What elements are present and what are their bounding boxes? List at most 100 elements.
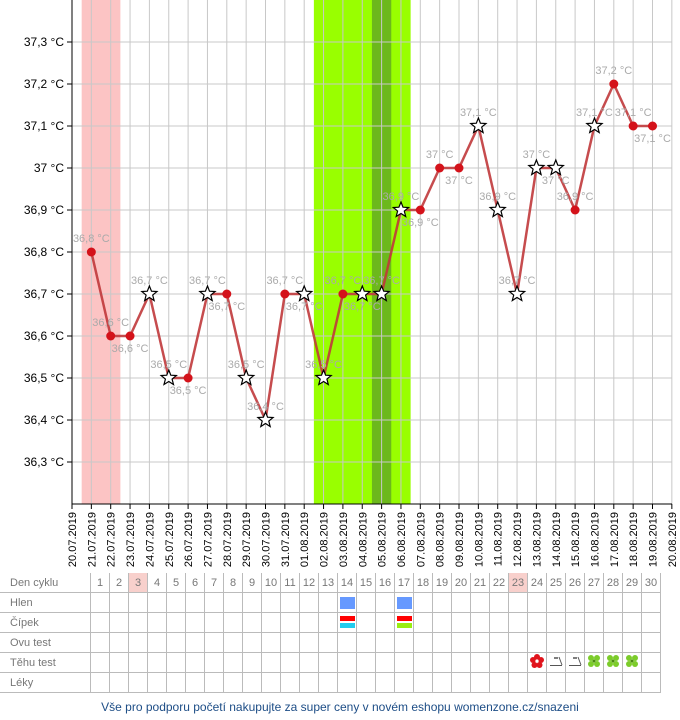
- row-label: Léky: [0, 672, 91, 693]
- x-tick-label: 04.08.2019: [357, 512, 369, 567]
- day-cell: [128, 612, 148, 633]
- x-tick-label: 19.08.2019: [648, 512, 660, 567]
- point-label: 37 °C: [523, 149, 551, 161]
- day-cell: [280, 612, 300, 633]
- red-flower-icon: [530, 654, 544, 671]
- cycle-day-number: 14: [337, 573, 357, 593]
- data-point-dot: [183, 373, 193, 383]
- day-cell: [242, 592, 262, 613]
- day-cell: [318, 612, 338, 633]
- data-point-dot: [86, 247, 96, 257]
- day-cell: [185, 652, 205, 673]
- day-cell: [375, 672, 395, 693]
- y-tick-label: 36,8 °C: [24, 245, 64, 259]
- day-cell: [527, 592, 547, 613]
- day-cell: [413, 592, 433, 613]
- x-tick-label: 03.08.2019: [338, 512, 350, 567]
- day-cell: [451, 632, 471, 653]
- day-cell: [527, 672, 547, 693]
- row-label: Hlen: [0, 592, 91, 613]
- row-label: Ovu test: [0, 632, 91, 653]
- point-label: 37,1 °C: [460, 107, 497, 119]
- day-cell: [546, 672, 566, 693]
- day-cell: [394, 592, 414, 613]
- day-cell: [432, 612, 452, 633]
- x-tick-label: 28.07.2019: [222, 512, 234, 567]
- point-label: 36,7 °C: [286, 301, 323, 313]
- day-cell: [394, 632, 414, 653]
- day-cell: [299, 632, 319, 653]
- y-tick-label: 36,9 °C: [24, 203, 64, 217]
- cycle-day-number: 12: [299, 573, 319, 593]
- day-cell: [603, 632, 623, 653]
- day-cell: [508, 672, 528, 693]
- table-row: Těhu test: [0, 652, 661, 673]
- y-tick-label: 37,2 °C: [24, 77, 64, 91]
- x-tick-label: 12.08.2019: [512, 512, 524, 567]
- dots-icon: [568, 656, 583, 670]
- footer-eshop-link[interactable]: Vše pro podporu početí nakupujte za supe…: [101, 700, 579, 714]
- data-point-dot: [280, 289, 290, 299]
- cycle-day-number: 27: [584, 573, 604, 593]
- day-cell: [489, 652, 509, 673]
- day-cell: [185, 612, 205, 633]
- data-point-star-icon: [585, 116, 604, 134]
- x-tick-label: 08.08.2019: [435, 512, 447, 567]
- mucus-marker: [396, 596, 412, 609]
- day-cell: [527, 612, 547, 633]
- point-label: 36,8 °C: [73, 233, 110, 245]
- x-tick-label: 16.08.2019: [589, 512, 601, 567]
- day-cell: [603, 672, 623, 693]
- cycle-day-number: 18: [413, 573, 433, 593]
- day-cell: [166, 632, 186, 653]
- row-label: Den cyklu: [0, 573, 91, 593]
- day-cell: [413, 612, 433, 633]
- day-cell: [641, 652, 661, 673]
- green-clover-icon: [587, 655, 601, 671]
- day-cell: [90, 652, 110, 673]
- day-cell: [299, 612, 319, 633]
- day-cell: [280, 592, 300, 613]
- point-label: 37,1 °C: [615, 107, 652, 119]
- day-cell: [204, 592, 224, 613]
- point-label: 36,9 °C: [402, 217, 439, 229]
- point-label: 36,9 °C: [479, 191, 516, 203]
- cycle-day-number: 3: [128, 573, 148, 593]
- day-cell: [508, 652, 528, 673]
- point-label: 36,6 °C: [92, 317, 129, 329]
- data-point-star-icon: [372, 284, 391, 302]
- day-cell: [394, 672, 414, 693]
- x-tick-label: 21.07.2019: [86, 512, 98, 567]
- cycle-day-number: 21: [470, 573, 490, 593]
- day-cell: [527, 632, 547, 653]
- point-label: 36,9 °C: [383, 191, 420, 203]
- data-point-star-icon: [140, 284, 159, 302]
- x-tick-label: 30.07.2019: [261, 512, 273, 567]
- day-cell: [223, 672, 243, 693]
- day-cell: [565, 592, 585, 613]
- day-cell: [223, 652, 243, 673]
- point-label: 36,7 °C: [208, 301, 245, 313]
- day-cell: [356, 652, 376, 673]
- day-cell: [261, 652, 281, 673]
- day-cell: [90, 592, 110, 613]
- day-cell: [622, 612, 642, 633]
- day-cell: [641, 672, 661, 693]
- day-cell: [451, 612, 471, 633]
- point-label: 36,7 °C: [363, 275, 400, 287]
- cervix-marker: [339, 622, 355, 628]
- cycle-day-number: 9: [242, 573, 262, 593]
- day-cell: [109, 632, 129, 653]
- cycle-day-number: 29: [622, 573, 642, 593]
- day-cell: [128, 652, 148, 673]
- cycle-day-number: 17: [394, 573, 414, 593]
- day-cell: [242, 612, 262, 633]
- cervix-marker: [339, 615, 355, 621]
- day-cell: [565, 652, 585, 673]
- day-cell: [622, 632, 642, 653]
- data-point-dot: [415, 205, 425, 215]
- y-tick-label: 36,3 °C: [24, 455, 64, 469]
- cycle-day-number: 6: [185, 573, 205, 593]
- day-cell: [261, 632, 281, 653]
- data-point-star-icon: [488, 200, 507, 218]
